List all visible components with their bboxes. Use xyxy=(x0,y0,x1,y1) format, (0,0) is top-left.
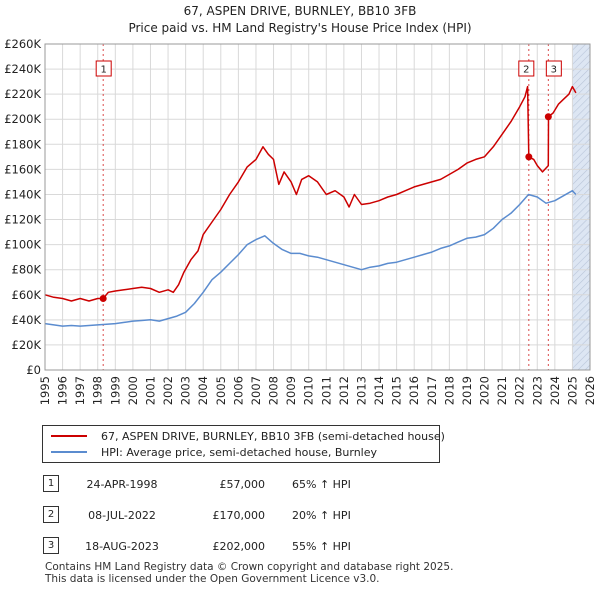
sale-hpi-change: 65% ↑ HPI xyxy=(292,478,351,491)
sale-point xyxy=(525,153,533,161)
x-tick-label: 2005 xyxy=(214,376,228,405)
sale-label-border xyxy=(545,60,562,77)
legend-label-hpi: HPI: Average price, semi-detached house,… xyxy=(101,445,378,459)
sale-hpi-change: 55% ↑ HPI xyxy=(292,540,351,553)
x-tick-label: 1998 xyxy=(91,376,105,405)
y-tick-label: £20K xyxy=(12,338,42,352)
x-tick-label: 2004 xyxy=(196,376,210,405)
sale-price: £170,000 xyxy=(212,509,266,522)
chart-legend: 67, ASPEN DRIVE, BURNLEY, BB10 3FB (semi… xyxy=(42,425,445,463)
chart-title: 67, ASPEN DRIVE, BURNLEY, BB10 3FB xyxy=(183,4,417,18)
y-tick-label: £200K xyxy=(4,112,41,126)
table-row: 2 08-JUL-2022 £170,000 20% ↑ HPI xyxy=(0,504,600,524)
y-tick-label: £220K xyxy=(4,87,41,101)
x-tick-label: 1999 xyxy=(108,376,122,405)
x-tick-label: 2025 xyxy=(565,376,579,405)
y-tick-label: £100K xyxy=(4,238,41,252)
sale-label-border xyxy=(518,60,535,77)
sale-label-text: 2 xyxy=(523,65,529,76)
legend-swatch-property xyxy=(51,435,87,437)
y-tick-label: £40K xyxy=(12,313,42,327)
x-tick-label: 2013 xyxy=(354,376,368,405)
sale-label-text: 3 xyxy=(551,65,557,76)
y-tick-label: £260K xyxy=(4,37,41,51)
y-tick-label: £60K xyxy=(12,288,42,302)
x-tick-label: 1995 xyxy=(38,376,52,405)
x-tick-label: 2016 xyxy=(407,376,421,405)
sale-number: 1 xyxy=(43,475,59,492)
x-tick-label: 2006 xyxy=(231,376,245,405)
sale-label-box: 2 xyxy=(518,60,535,77)
plot-area xyxy=(45,44,590,370)
y-tick-label: £180K xyxy=(4,137,41,151)
x-tick-label: 2019 xyxy=(460,376,474,405)
sale-date: 08-JUL-2022 xyxy=(88,509,156,522)
x-tick-label: 2026 xyxy=(583,376,597,405)
sale-label-box: 3 xyxy=(545,60,562,77)
price-chart: £0 £20K £40K £60K £80K £100K £120K £140K £160K £1… xyxy=(4,37,597,405)
legend-label-property: 67, ASPEN DRIVE, BURNLEY, BB10 3FB (semi… xyxy=(101,429,445,443)
x-tick-label: 2008 xyxy=(267,376,281,405)
x-tick-label: 2001 xyxy=(143,376,157,405)
x-tick-label: 2009 xyxy=(284,376,298,405)
plot-border xyxy=(44,43,591,371)
sale-price: £57,000 xyxy=(219,478,266,491)
x-tick-label: 2015 xyxy=(390,376,404,405)
legend-item-hpi: HPI: Average price, semi-detached house,… xyxy=(51,444,377,460)
footer-copyright: Contains HM Land Registry data © Crown c… xyxy=(45,561,454,573)
sale-label-text: 1 xyxy=(101,65,107,76)
y-tick-label: £240K xyxy=(4,62,41,76)
y-tick-label: £0 xyxy=(26,363,41,377)
x-tick-label: 2011 xyxy=(319,376,333,405)
x-tick-label: 1996 xyxy=(56,376,70,405)
sale-number: 3 xyxy=(43,537,59,554)
x-tick-label: 2020 xyxy=(478,376,492,405)
footer-licence: This data is licensed under the Open Gov… xyxy=(45,573,380,585)
sale-point xyxy=(99,295,107,303)
sale-date: 24-APR-1998 xyxy=(86,478,158,491)
x-tick-label: 2018 xyxy=(442,376,456,405)
legend-item-property: 67, ASPEN DRIVE, BURNLEY, BB10 3FB (semi… xyxy=(51,428,445,444)
x-tick-label: 2023 xyxy=(530,376,544,405)
chart-subtitle: Price paid vs. HM Land Registry's House … xyxy=(128,21,472,35)
x-tick-label: 2010 xyxy=(302,376,316,405)
sale-label-box: 1 xyxy=(95,60,112,77)
sale-hpi-change: 20% ↑ HPI xyxy=(292,509,351,522)
sale-price: £202,000 xyxy=(212,540,266,553)
table-row: 1 24-APR-1998 £57,000 65% ↑ HPI xyxy=(0,473,600,493)
hpi-series-line xyxy=(44,189,577,327)
x-tick-label: 2007 xyxy=(249,376,263,405)
x-tick-label: 2014 xyxy=(372,376,386,405)
sale-number: 2 xyxy=(43,506,59,523)
x-tick-label: 2003 xyxy=(179,376,193,405)
y-tick-label: £80K xyxy=(12,263,42,277)
x-tick-label: 2022 xyxy=(513,376,527,405)
legend-swatch-hpi xyxy=(51,451,87,453)
future-hatch xyxy=(572,44,590,370)
x-tick-label: 2002 xyxy=(161,376,175,405)
sale-label-border xyxy=(95,60,112,77)
x-tick-label: 2021 xyxy=(495,376,509,405)
x-tick-label: 2024 xyxy=(548,376,562,405)
x-tick-label: 2000 xyxy=(126,376,140,405)
table-row: 3 18-AUG-2023 £202,000 55% ↑ HPI xyxy=(0,535,600,555)
x-tick-label: 2017 xyxy=(425,376,439,405)
y-tick-label: £120K xyxy=(4,213,41,227)
x-tick-label: 1997 xyxy=(73,376,87,405)
sale-date: 18-AUG-2023 xyxy=(85,540,159,553)
y-tick-label: £160K xyxy=(4,162,41,176)
y-tick-label: £140K xyxy=(4,187,41,201)
x-tick-label: 2012 xyxy=(337,376,351,405)
property-series-line xyxy=(44,85,577,302)
sale-point xyxy=(544,113,552,121)
